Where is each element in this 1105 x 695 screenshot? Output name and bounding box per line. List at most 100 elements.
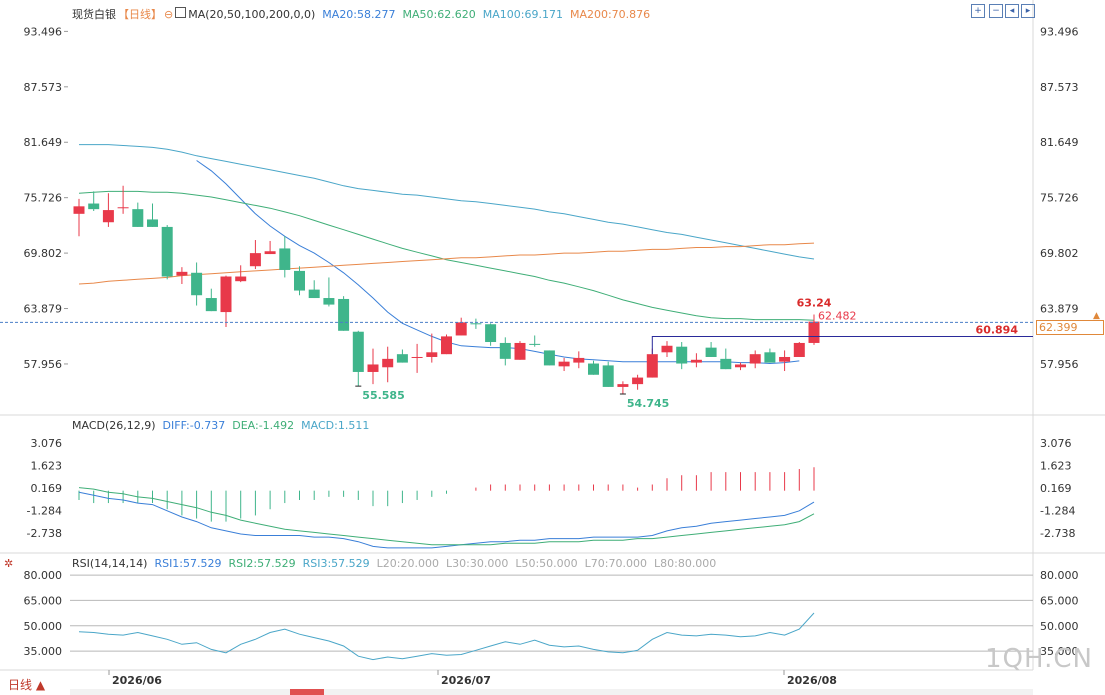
moving-average-lines [78, 144, 815, 365]
macd-hist-value: MACD:1.511 [301, 419, 370, 432]
candle-body [249, 253, 261, 267]
candle-body [676, 346, 688, 364]
candle-body [426, 352, 438, 357]
grid-lines [0, 0, 1105, 671]
zoom-in-icon[interactable]: + [971, 4, 985, 18]
rsi-tick-label-right: 35.000 [1040, 645, 1079, 658]
macd-tick-label-right: -1.284 [1040, 505, 1075, 518]
candle-body [396, 354, 408, 363]
price-tick-label-right: 75.726 [1040, 192, 1079, 205]
candle-body [485, 324, 497, 343]
candle-body [352, 331, 364, 372]
rsi-tick-label-right: 50.000 [1040, 620, 1079, 633]
candle-body [661, 345, 673, 353]
ma-label: MA(20,50,100,200,0,0) [188, 8, 316, 21]
candle-body [617, 384, 629, 387]
price-tick-label-right: 63.879 [1040, 303, 1079, 316]
candle-body [279, 248, 291, 270]
period-selector-button[interactable]: 日线 ▲ [8, 678, 46, 692]
rsi-l80: L80:80.000 [653, 557, 717, 570]
macd-dea-value: DEA:-1.492 [232, 419, 295, 432]
period-tag: 【日线】 [118, 8, 162, 21]
last-value-label: 62.482 [818, 310, 857, 323]
candle-body [779, 356, 791, 362]
ma50-value: MA50:62.620 [402, 8, 476, 21]
candle-body [632, 377, 644, 385]
rsi-tick-label-right: 80.000 [1040, 569, 1079, 582]
main-header: 现货白银 【日线】 ⊖ MA(20,50,100,200,0,0) MA20:58.27… [72, 6, 657, 22]
candle-body [73, 206, 85, 214]
candle-body [735, 364, 746, 368]
ma200-value: MA200:70.876 [569, 8, 651, 21]
macd-dea-line [78, 487, 815, 546]
price-tick-label-left: 63.879 [24, 303, 63, 316]
candle-body [793, 342, 805, 357]
zoom-out-icon[interactable]: − [989, 4, 1003, 18]
candle-body [558, 361, 570, 367]
rsi-settings-icon[interactable]: ✲ [4, 557, 14, 570]
candle-body [367, 364, 379, 372]
rsi2-value: RSI2:57.529 [228, 557, 296, 570]
rsi3-value: RSI3:57.529 [302, 557, 370, 570]
date-label: 2026/08 [787, 674, 837, 687]
price-tick-label-left: 81.649 [24, 136, 63, 149]
macd-panel [78, 467, 815, 549]
expand-icon[interactable]: ▲ [1093, 311, 1100, 321]
candle-body [161, 226, 173, 277]
candle-body [705, 347, 717, 357]
candle-body [749, 354, 761, 364]
price-tick-label-left: 93.496 [24, 25, 63, 38]
candle-body [264, 251, 276, 255]
candle-body [411, 356, 423, 358]
candle-body [88, 203, 100, 210]
price-tick-label-right: 87.573 [1040, 81, 1079, 94]
rsi-tick-label-left: 50.000 [24, 620, 63, 633]
candle-body [382, 358, 394, 368]
time-scrollbar [70, 689, 1033, 695]
macd-tick-label-left: 0.169 [31, 482, 63, 495]
rsi-l20: L20:20.000 [376, 557, 439, 570]
ma-toggle-icon[interactable] [175, 7, 187, 18]
candlesticks [73, 185, 820, 394]
candle-body [470, 323, 482, 325]
candle-body [132, 209, 144, 227]
price-tick-label-right: 57.956 [1040, 358, 1079, 371]
candle-body [147, 219, 158, 227]
next-icon[interactable]: ▸ [1021, 4, 1035, 18]
instrument-name: 现货白银 [72, 8, 116, 21]
low-label-1: 55.585 [362, 389, 404, 402]
candle-body [588, 363, 599, 375]
price-tick-label-left: 75.726 [24, 192, 63, 205]
candle-body [294, 270, 305, 291]
candle-body [602, 365, 614, 387]
ma100-value: MA100:69.171 [482, 8, 563, 21]
candle-body [338, 298, 350, 331]
candle-body [205, 298, 217, 312]
rsi-tick-label-left: 80.000 [24, 569, 63, 582]
rsi-l30: L30:30.000 [446, 557, 509, 570]
rsi-tick-label-left: 35.000 [24, 645, 63, 658]
candle-body [235, 276, 247, 282]
candle-body [220, 276, 232, 313]
rsi-panel [70, 574, 1033, 661]
price-tick-label-right: 81.649 [1040, 136, 1079, 149]
candle-body [764, 352, 776, 363]
axes: 93.496 93.496 87.573 87.573 81.649 81.649 75.7… [24, 25, 1079, 695]
ma-line-ma200 [78, 242, 815, 285]
high-label: 63.24 [797, 297, 832, 310]
time-scrollbar-thumb [290, 689, 324, 695]
prev-icon[interactable]: ◂ [1005, 4, 1019, 18]
settings-icon[interactable]: ⊖ [164, 8, 174, 21]
candle-body [690, 359, 702, 363]
candle-body [543, 350, 555, 366]
price-tick-label-left: 57.956 [24, 358, 63, 371]
macd-header: MACD(26,12,9) DIFF:-0.737 DEA:-1.492 MACD:1… [72, 419, 376, 432]
rsi-line [78, 612, 815, 661]
candle-body [308, 289, 320, 299]
candle-body [720, 358, 732, 370]
candle-body [808, 321, 820, 343]
candle-body [102, 210, 114, 223]
candle-body [455, 322, 467, 336]
